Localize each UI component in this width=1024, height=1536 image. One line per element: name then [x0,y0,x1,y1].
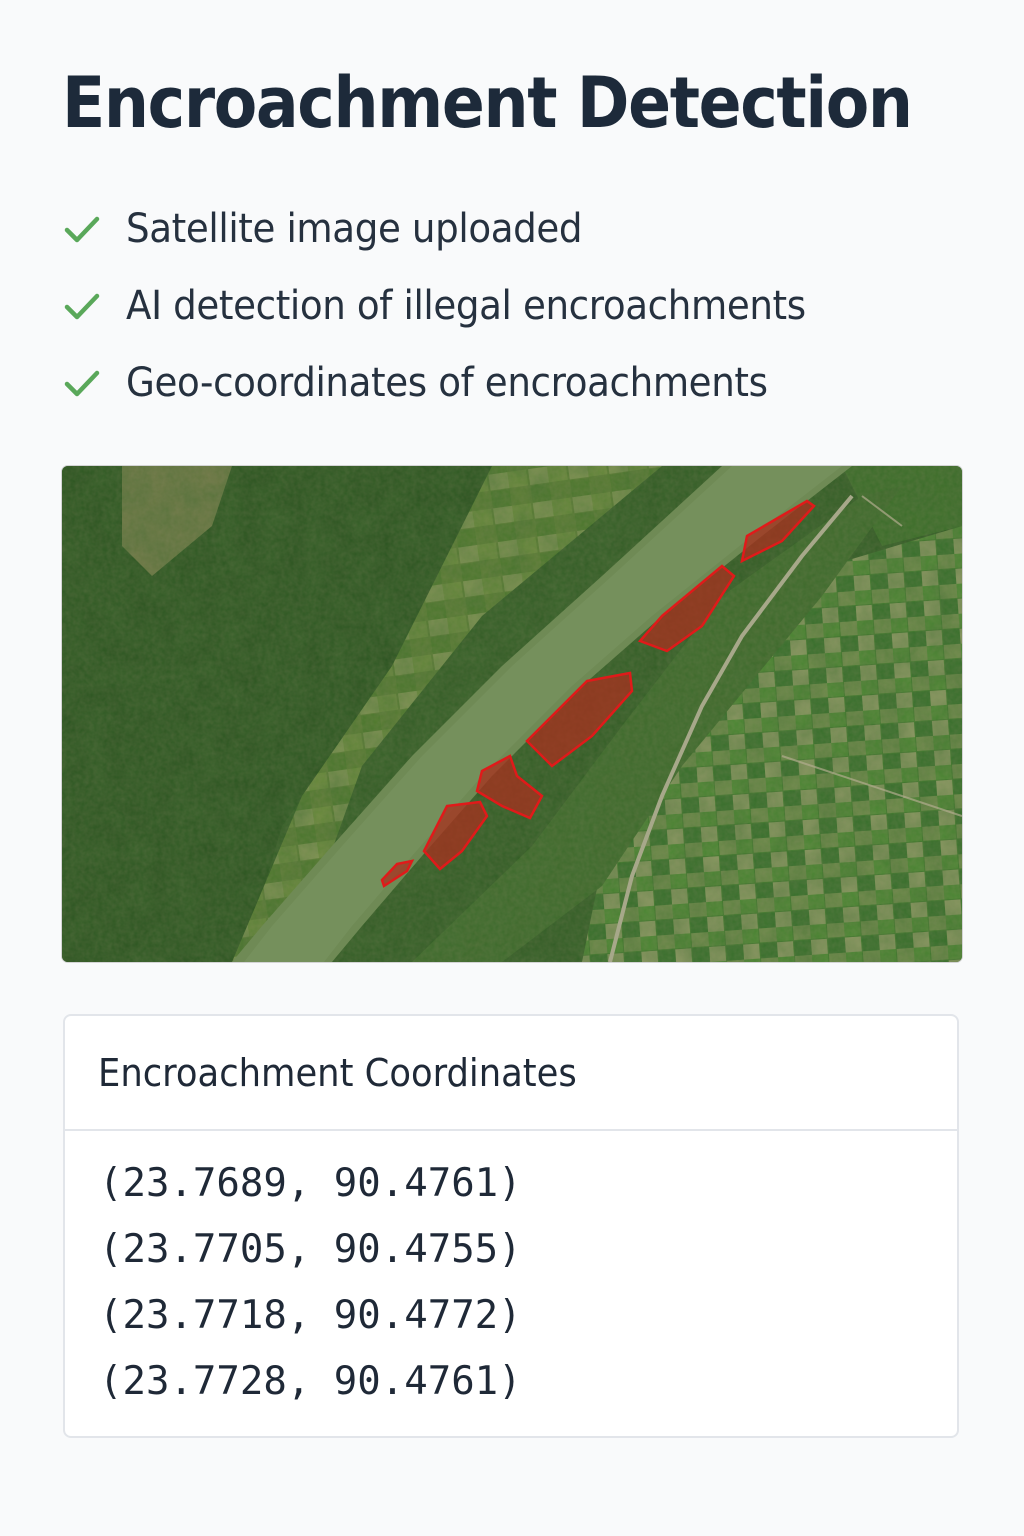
satellite-image[interactable] [62,466,962,962]
checklist-item-label: Geo-coordinates of encroachments [126,359,768,406]
checklist-item-detection: AI detection of illegal encroachments [62,267,857,344]
coordinate-item[interactable]: (23.7705, 90.4755) [99,1227,522,1272]
checklist-item-label: AI detection of illegal encroachments [126,282,806,329]
check-icon [64,293,100,319]
check-icon [64,216,100,242]
encroachment-regions [380,499,816,888]
encroachment-region [637,564,736,653]
coordinates-panel: Encroachment Coordinates (23.7689, 90.47… [63,1014,959,1438]
encroachment-region [380,859,415,888]
satellite-map-svg [62,466,962,962]
encroachment-region [475,754,544,820]
coordinates-panel-header: Encroachment Coordinates [65,1016,957,1131]
encroachment-region [525,671,634,768]
status-checklist: Satellite image uploaded AI detection of… [62,190,857,421]
coordinate-item[interactable]: (23.7728, 90.4761) [99,1359,522,1404]
page-title: Encroachment Detection [62,62,913,144]
checklist-item-upload: Satellite image uploaded [62,190,857,267]
coordinate-item[interactable]: (23.7718, 90.4772) [99,1293,522,1338]
checklist-item-geocoordinates: Geo-coordinates of encroachments [62,344,857,421]
encroachment-region [422,800,489,871]
check-icon [64,370,100,396]
checklist-item-label: Satellite image uploaded [126,205,583,252]
coordinate-item[interactable]: (23.7689, 90.4761) [99,1161,522,1206]
coordinates-panel-title: Encroachment Coordinates [98,1050,577,1095]
encroachment-region [740,499,816,564]
coordinates-list: (23.7689, 90.4761) (23.7705, 90.4755) (2… [65,1131,957,1415]
